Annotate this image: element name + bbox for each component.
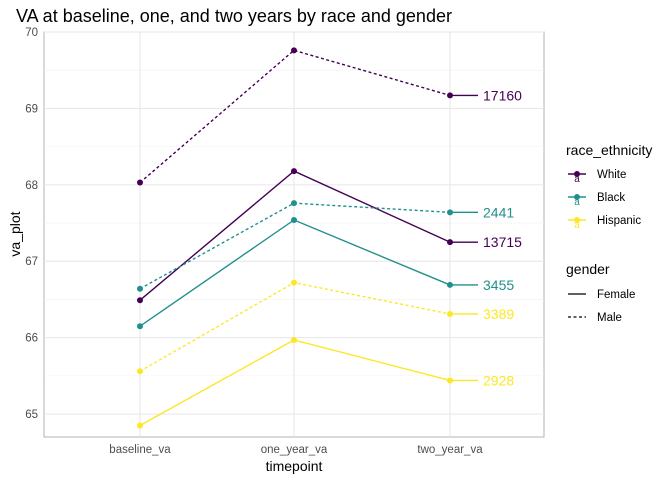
legend-key-point (574, 217, 580, 223)
end-label-hispanic-male: 3389 (483, 306, 514, 322)
y-tick-label: 67 (25, 256, 38, 268)
data-point-black-male (291, 200, 297, 207)
end-label-black-female: 3455 (483, 277, 514, 293)
legends: race_ethnicity gender a White a Black a Hispa… (566, 142, 652, 324)
data-point-hispanic-female (137, 422, 143, 429)
y-tick-label: 70 (25, 27, 38, 39)
legend-key-point (574, 194, 580, 200)
x-tick-label: one_year_va (261, 444, 328, 456)
gridlines (44, 31, 544, 437)
axis-ticks: 65 66 67 68 69 70 baseline_va one_year_va two_ye… (25, 27, 483, 456)
legend-item-hispanic: Hispanic (597, 215, 641, 227)
legend-item-female: Female (597, 289, 635, 301)
y-tick-label: 69 (25, 103, 38, 115)
legend-item-black: Black (597, 192, 625, 204)
end-label-white-male: 17160 (483, 87, 522, 103)
y-tick-label: 68 (25, 180, 38, 192)
data-point-white-female (137, 297, 143, 304)
data-point-black-female (137, 323, 143, 330)
data-point-black-male (137, 285, 143, 292)
legend-key-text: a (574, 197, 580, 208)
legend-item-male: Male (597, 312, 622, 324)
legend-gender-title: gender (566, 261, 610, 277)
end-labels: 17160 13715 2441 3455 3389 2928 (450, 87, 522, 388)
data-point-hispanic-female (291, 336, 297, 343)
data-point-hispanic-male (291, 279, 297, 286)
x-tick-label: two_year_va (417, 444, 483, 456)
y-tick-label: 65 (25, 409, 38, 421)
data-point-white-male (137, 179, 143, 186)
legend-item-white: White (597, 169, 626, 181)
legend-key-point (574, 171, 580, 177)
y-axis-title: va_plot (7, 211, 23, 256)
end-label-black-male: 2441 (483, 204, 514, 220)
data-point-white-male (291, 47, 297, 54)
end-label-hispanic-female: 2928 (483, 372, 514, 388)
x-tick-label: baseline_va (109, 444, 171, 456)
y-tick-label: 66 (25, 333, 38, 345)
chart-title: VA at baseline, one, and two years by ra… (16, 6, 452, 26)
legend-key-text: a (574, 220, 580, 231)
data-point-white-female (291, 168, 297, 175)
series-line-white-male (139, 49, 451, 184)
data-point-hispanic-male (137, 368, 143, 375)
end-label-white-female: 13715 (483, 234, 522, 250)
legend-race-title: race_ethnicity (566, 142, 652, 158)
x-axis-title: timepoint (266, 458, 323, 474)
legend-key-text: a (574, 174, 580, 185)
data-point-black-female (291, 216, 297, 223)
